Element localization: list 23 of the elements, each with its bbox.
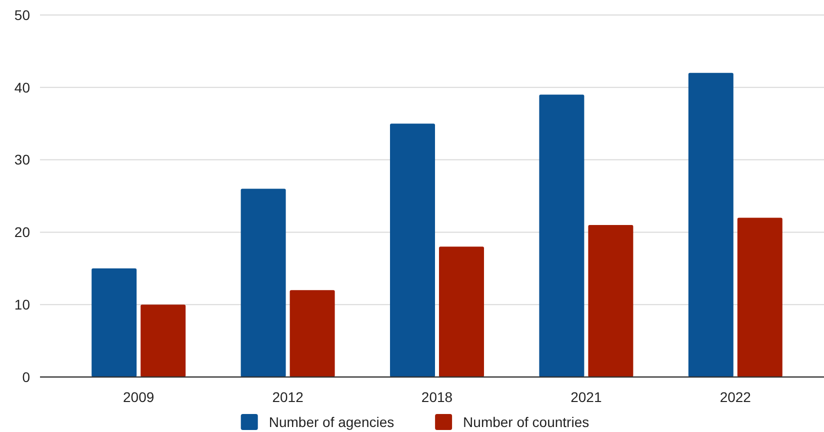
y-tick-label: 40	[14, 79, 30, 96]
y-tick-label: 30	[14, 152, 30, 168]
bar	[737, 218, 782, 377]
bar	[539, 94, 584, 377]
y-tick-label: 10	[14, 296, 30, 312]
bar	[588, 224, 634, 377]
bar	[92, 268, 137, 377]
legend-label: Number of agencies	[268, 414, 394, 430]
bar	[688, 72, 734, 377]
x-tick-label: 2018	[421, 388, 453, 405]
x-tick-label: 2022	[720, 388, 752, 405]
bar	[240, 188, 286, 377]
bar	[439, 246, 484, 377]
x-tick-label: 2021	[570, 388, 602, 405]
x-tick-label: 2009	[123, 388, 154, 405]
bar	[140, 304, 186, 377]
bar	[290, 290, 335, 377]
y-tick-label: 50	[14, 6, 30, 23]
y-tick-label: 0	[22, 368, 30, 385]
y-tick-label: 20	[14, 224, 30, 240]
x-tick-label: 2012	[272, 388, 304, 405]
legend-label: Number of countries	[463, 414, 590, 430]
bar	[390, 124, 435, 377]
